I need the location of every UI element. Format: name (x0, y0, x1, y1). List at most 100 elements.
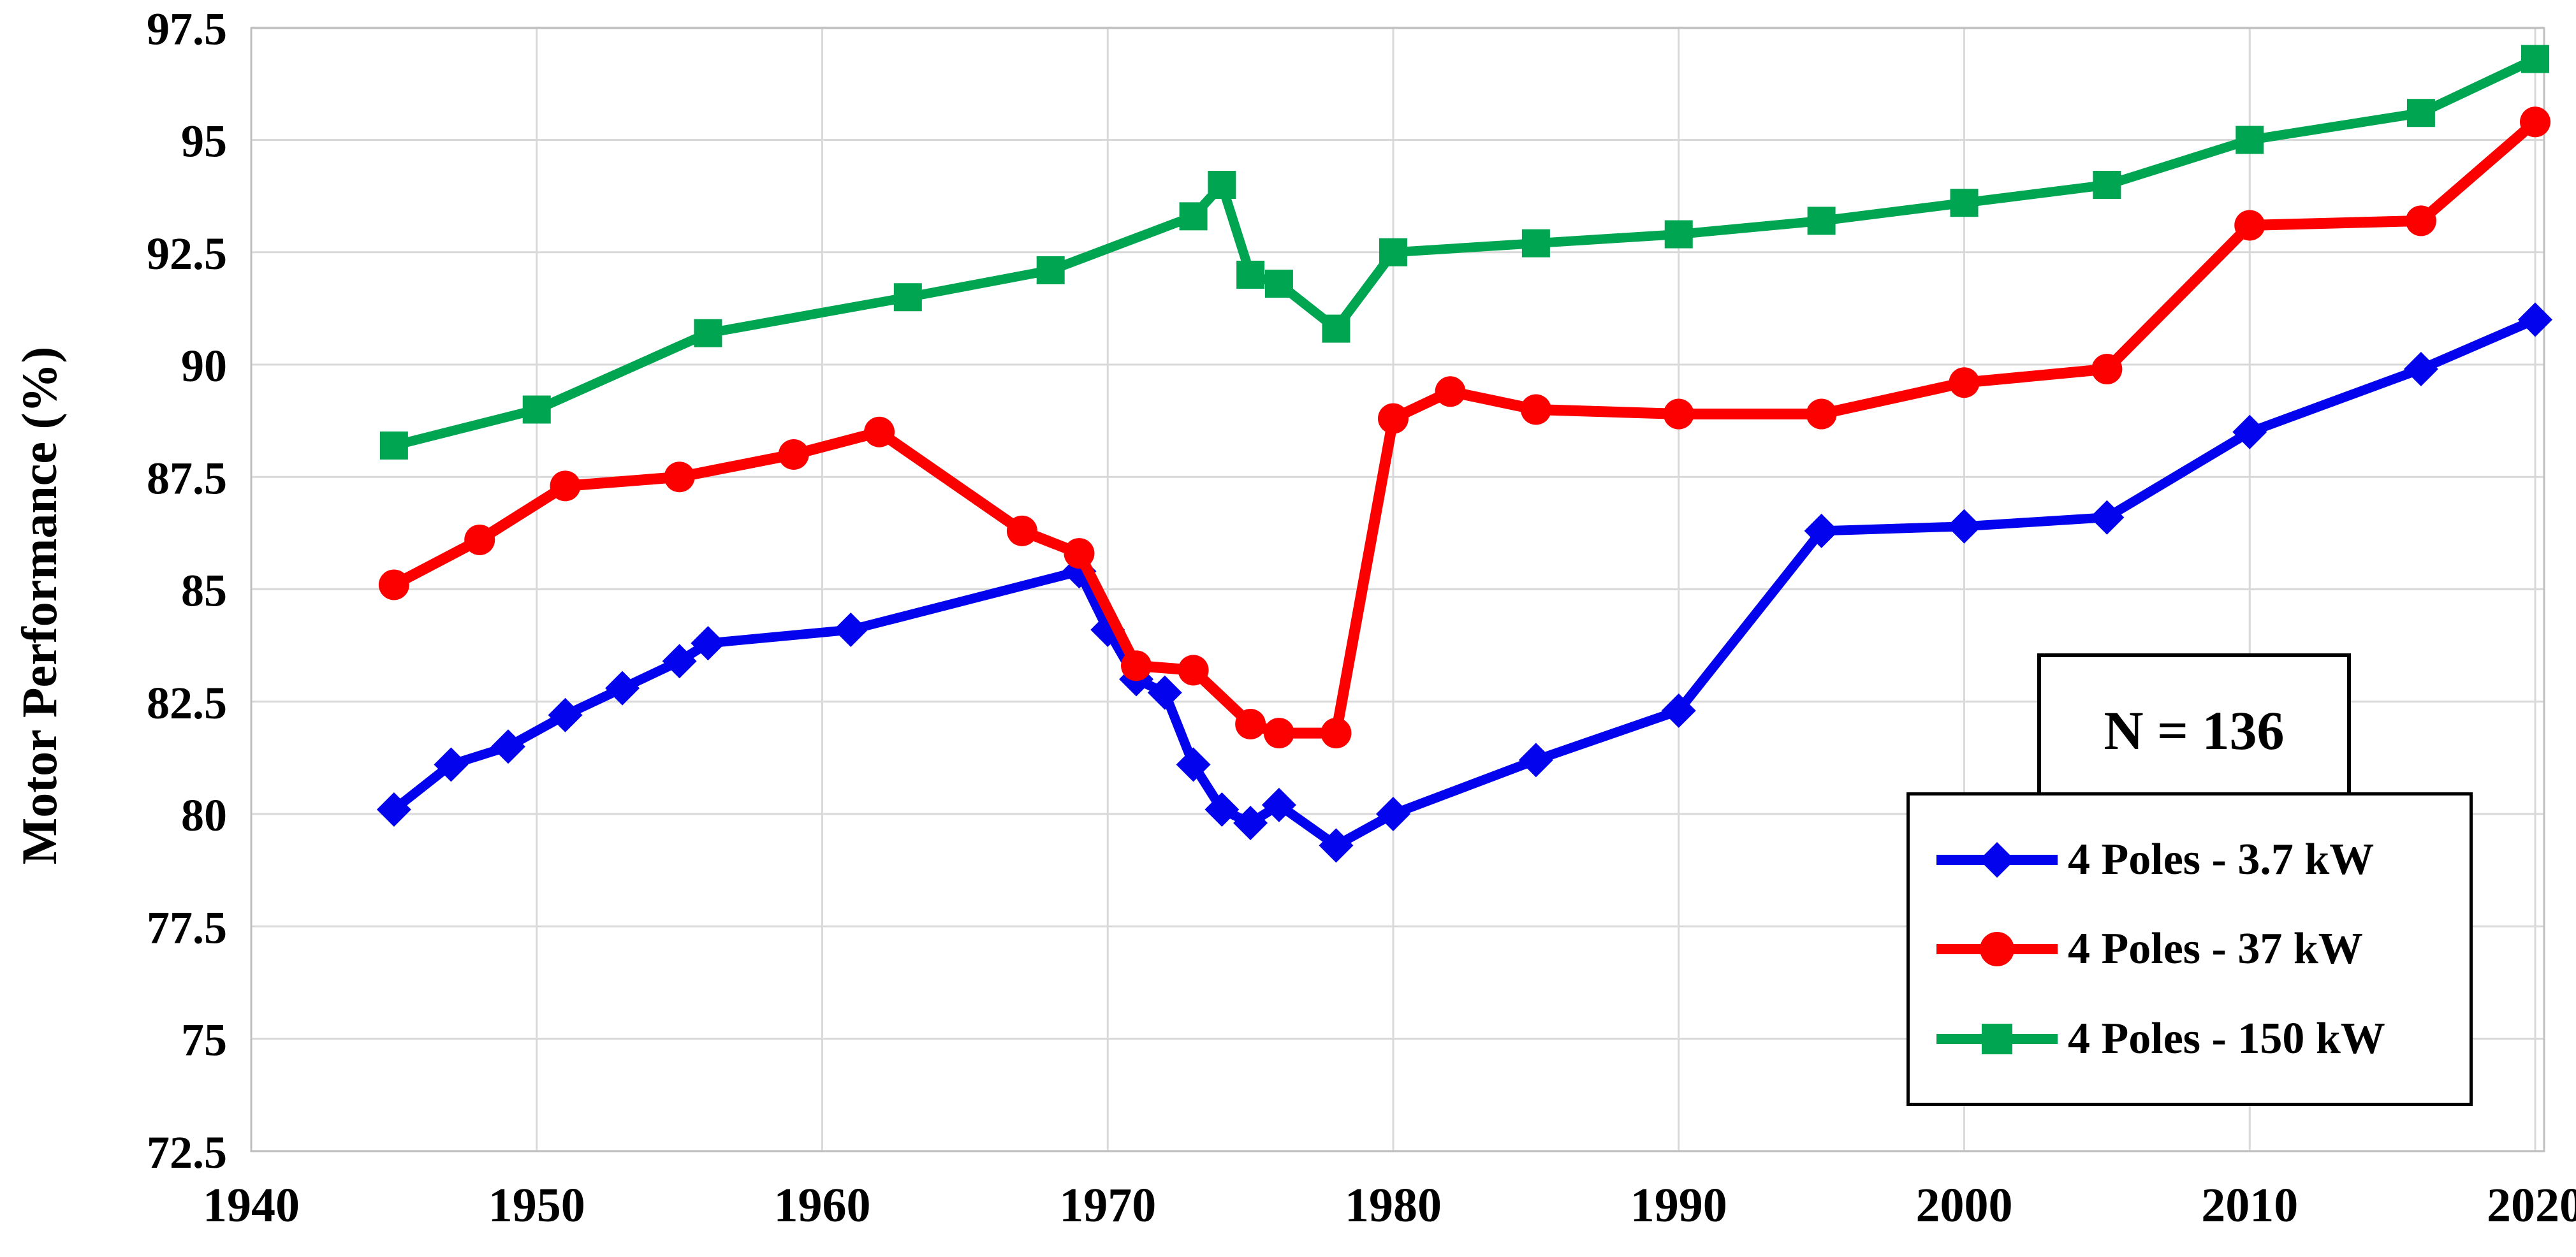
x-tick-label: 2010 (2201, 1179, 2298, 1232)
data-point-diamond (1204, 792, 1240, 827)
x-tick-label: 2020 (2487, 1179, 2576, 1232)
data-point-circle (2405, 205, 2436, 236)
data-point-square (1236, 261, 1265, 289)
data-point-circle (1064, 538, 1095, 569)
data-point-square (1322, 314, 1350, 343)
data-point-square (1036, 256, 1065, 284)
data-point-square (1521, 229, 1550, 258)
y-tick-label: 87.5 (147, 453, 227, 504)
data-point-square (694, 319, 722, 347)
data-point-diamond (2089, 500, 2125, 535)
x-tick-label: 1940 (203, 1179, 300, 1232)
y-tick-label: 75 (181, 1015, 227, 1066)
data-point-diamond (1233, 806, 1268, 841)
y-tick-label: 97.5 (147, 3, 227, 54)
data-point-square (379, 431, 408, 460)
legend-marker-diamond-icon (1936, 841, 2058, 878)
y-tick-label: 77.5 (147, 902, 227, 953)
data-point-circle (2234, 210, 2265, 241)
y-tick-label: 85 (181, 565, 227, 616)
x-tick-label: 1980 (1345, 1179, 1442, 1232)
x-tick-label: 1960 (774, 1179, 871, 1232)
y-tick-label: 90 (181, 340, 227, 391)
data-point-square (522, 395, 551, 424)
data-point-circle (864, 416, 895, 447)
legend-item: 4 Poles - 37 kW (1936, 924, 2470, 975)
data-point-square (1208, 171, 1236, 199)
y-tick-label: 95 (181, 116, 227, 167)
data-point-square (2236, 126, 2264, 154)
data-point-diamond (490, 729, 525, 764)
data-point-square (1807, 207, 1836, 235)
y-tick-label: 92.5 (147, 228, 227, 279)
data-point-diamond (1518, 743, 1553, 778)
data-point-circle (778, 439, 809, 470)
data-point-square (1264, 270, 1293, 298)
data-point-circle (1263, 718, 1294, 749)
data-point-diamond (1176, 747, 1211, 782)
data-point-diamond (1376, 797, 1410, 831)
annotation-box: N = 136 (2037, 653, 2351, 808)
data-point-diamond (548, 697, 583, 732)
annotation-text: N = 136 (2104, 700, 2285, 761)
legend-label: 4 Poles - 150 kW (2068, 1014, 2385, 1063)
data-point-circle (2520, 106, 2550, 138)
data-point-circle (464, 524, 495, 555)
data-point-diamond (2403, 352, 2438, 387)
data-point-circle (1006, 515, 1037, 546)
data-point-circle (1435, 376, 1466, 407)
data-point-diamond (1261, 787, 1296, 822)
data-point-diamond (1319, 828, 1354, 863)
data-point-square (2093, 171, 2121, 199)
legend-marker-square-icon (1936, 1023, 2058, 1054)
data-point-circle (1235, 709, 1266, 739)
data-point-square (2406, 99, 2435, 127)
data-point-circle (1949, 367, 1980, 398)
data-point-diamond (434, 747, 469, 782)
data-point-circle (2091, 354, 2123, 385)
data-point-square (2521, 45, 2549, 73)
data-point-square (1379, 238, 1407, 266)
data-point-square (1179, 202, 1208, 231)
data-point-diamond (1804, 513, 1839, 548)
legend: 4 Poles - 3.7 kW 4 Poles - 37 kW 4 Poles… (1906, 792, 2473, 1106)
data-point-circle (1121, 650, 1152, 681)
data-point-circle (378, 569, 409, 600)
data-point-circle (1178, 655, 1209, 686)
data-point-diamond (2518, 302, 2552, 337)
data-point-diamond (1147, 675, 1182, 710)
plot-border (250, 27, 2545, 1152)
data-point-diamond (833, 612, 868, 647)
legend-label: 4 Poles - 37 kW (2068, 924, 2363, 973)
y-tick-label: 82.5 (147, 678, 227, 729)
x-tick-label: 2000 (1916, 1179, 2013, 1232)
data-point-diamond (376, 792, 411, 827)
data-point-square (893, 283, 922, 312)
data-point-circle (1321, 718, 1352, 749)
data-point-diamond (691, 626, 726, 661)
data-point-circle (1806, 398, 1837, 430)
data-point-circle (550, 470, 581, 502)
data-point-circle (1378, 403, 1409, 434)
legend-item: 4 Poles - 150 kW (1936, 1014, 2470, 1064)
legend-marker-circle-icon (1936, 932, 2058, 966)
x-tick-label: 1970 (1059, 1179, 1156, 1232)
data-point-diamond (605, 671, 640, 706)
y-tick-label: 80 (181, 790, 227, 841)
data-point-circle (664, 461, 695, 493)
data-point-circle (1663, 398, 1694, 430)
data-point-diamond (1661, 693, 1696, 728)
data-point-circle (1520, 394, 1551, 425)
data-point-square (1664, 220, 1693, 249)
x-tick-label: 1990 (1630, 1179, 1727, 1232)
y-tick-label: 72.5 (147, 1127, 227, 1178)
y-axis-title: Motor Performance (%) (11, 346, 67, 865)
x-tick-label: 1950 (488, 1179, 585, 1232)
legend-label: 4 Poles - 3.7 kW (2068, 834, 2375, 884)
data-point-diamond (2232, 414, 2267, 449)
data-point-diamond (1947, 509, 1982, 544)
legend-item: 4 Poles - 3.7 kW (1936, 834, 2470, 885)
data-point-diamond (662, 644, 697, 679)
